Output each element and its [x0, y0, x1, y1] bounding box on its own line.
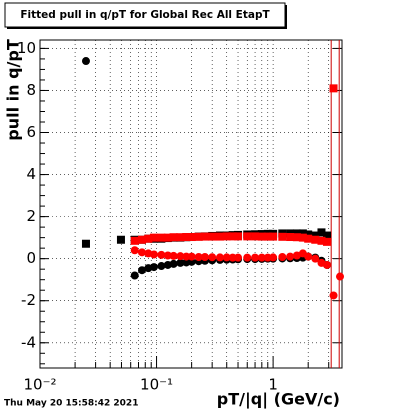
circle-marker [336, 272, 345, 281]
square-marker [200, 232, 209, 241]
y-tick-label: 10 [17, 39, 36, 57]
y-tick-label: -2 [21, 291, 36, 309]
square-marker [298, 229, 307, 238]
circle-marker [234, 253, 243, 262]
timestamp: Thu May 20 15:58:42 2021 [4, 399, 138, 409]
square-marker [329, 84, 338, 93]
square-marker [222, 232, 231, 241]
circle-marker [163, 251, 172, 260]
square-marker [278, 232, 287, 241]
y-axis-label: pull in q/pT [4, 39, 23, 141]
circle-marker [149, 250, 158, 259]
y-tick-label: -4 [21, 333, 36, 351]
square-marker [311, 235, 320, 244]
square-marker [323, 231, 332, 240]
square-marker [176, 233, 185, 242]
square-marker [304, 230, 313, 239]
square-marker [317, 228, 326, 237]
circle-marker [187, 252, 196, 261]
circle-marker [130, 271, 139, 280]
circle-marker [215, 253, 224, 262]
circle-marker [169, 259, 178, 268]
x-tick-label: 1 [268, 376, 278, 394]
y-tick-label: 6 [26, 123, 36, 141]
x-tick-label: 10⁻¹ [140, 376, 173, 394]
square-marker [228, 232, 237, 241]
square-marker [194, 232, 203, 241]
square-marker [182, 233, 191, 242]
chart-title: Fitted pull in q/pT for Global Rec All E… [20, 9, 270, 21]
square-marker [137, 235, 146, 244]
square-marker [257, 232, 266, 241]
y-tick-label: 0 [26, 249, 36, 267]
square-marker [263, 232, 272, 241]
square-marker [269, 232, 278, 241]
circle-marker [176, 252, 185, 261]
square-marker [81, 239, 90, 248]
circle-marker [130, 246, 139, 255]
square-marker [116, 235, 125, 244]
circle-marker [157, 250, 166, 259]
circle-marker [304, 252, 313, 261]
circle-marker [286, 252, 295, 261]
square-marker [149, 233, 158, 242]
square-marker [169, 233, 178, 242]
circle-marker [257, 253, 266, 262]
square-marker [251, 232, 260, 241]
circle-marker [208, 253, 217, 262]
square-marker [243, 232, 252, 241]
square-marker [130, 236, 139, 245]
title-box [4, 2, 286, 28]
square-marker [215, 232, 224, 241]
circle-marker [269, 253, 278, 262]
circle-marker [157, 262, 166, 271]
square-marker [208, 232, 217, 241]
y-tick-label: 2 [26, 207, 36, 225]
square-marker [292, 233, 301, 242]
circle-marker [222, 253, 231, 262]
circle-marker [329, 291, 338, 300]
y-tick-label: 8 [26, 81, 36, 99]
circle-marker [137, 266, 146, 275]
circle-marker [323, 260, 332, 269]
square-marker [298, 233, 307, 242]
square-marker [311, 231, 320, 240]
y-tick-label: 4 [26, 165, 36, 183]
circle-marker [149, 263, 158, 272]
circle-marker [137, 248, 146, 257]
square-marker [234, 232, 243, 241]
circle-marker [81, 57, 90, 66]
circle-marker [194, 252, 203, 261]
square-marker [187, 233, 196, 242]
circle-marker [176, 258, 185, 267]
square-marker [323, 237, 332, 246]
x-tick-label: 10⁻² [23, 376, 56, 394]
circle-marker [200, 252, 209, 261]
circle-marker [311, 254, 320, 263]
square-marker [286, 233, 295, 242]
circle-marker [243, 253, 252, 262]
circle-marker [169, 251, 178, 260]
square-marker [144, 234, 153, 243]
square-marker [163, 233, 172, 242]
square-marker [317, 236, 326, 245]
circle-marker [251, 253, 260, 262]
square-marker [304, 234, 313, 243]
square-marker [157, 233, 166, 242]
circle-marker [278, 252, 287, 261]
x-axis-label: pT/|q| (GeV/c) [217, 390, 340, 410]
plot-frame [39, 39, 343, 369]
